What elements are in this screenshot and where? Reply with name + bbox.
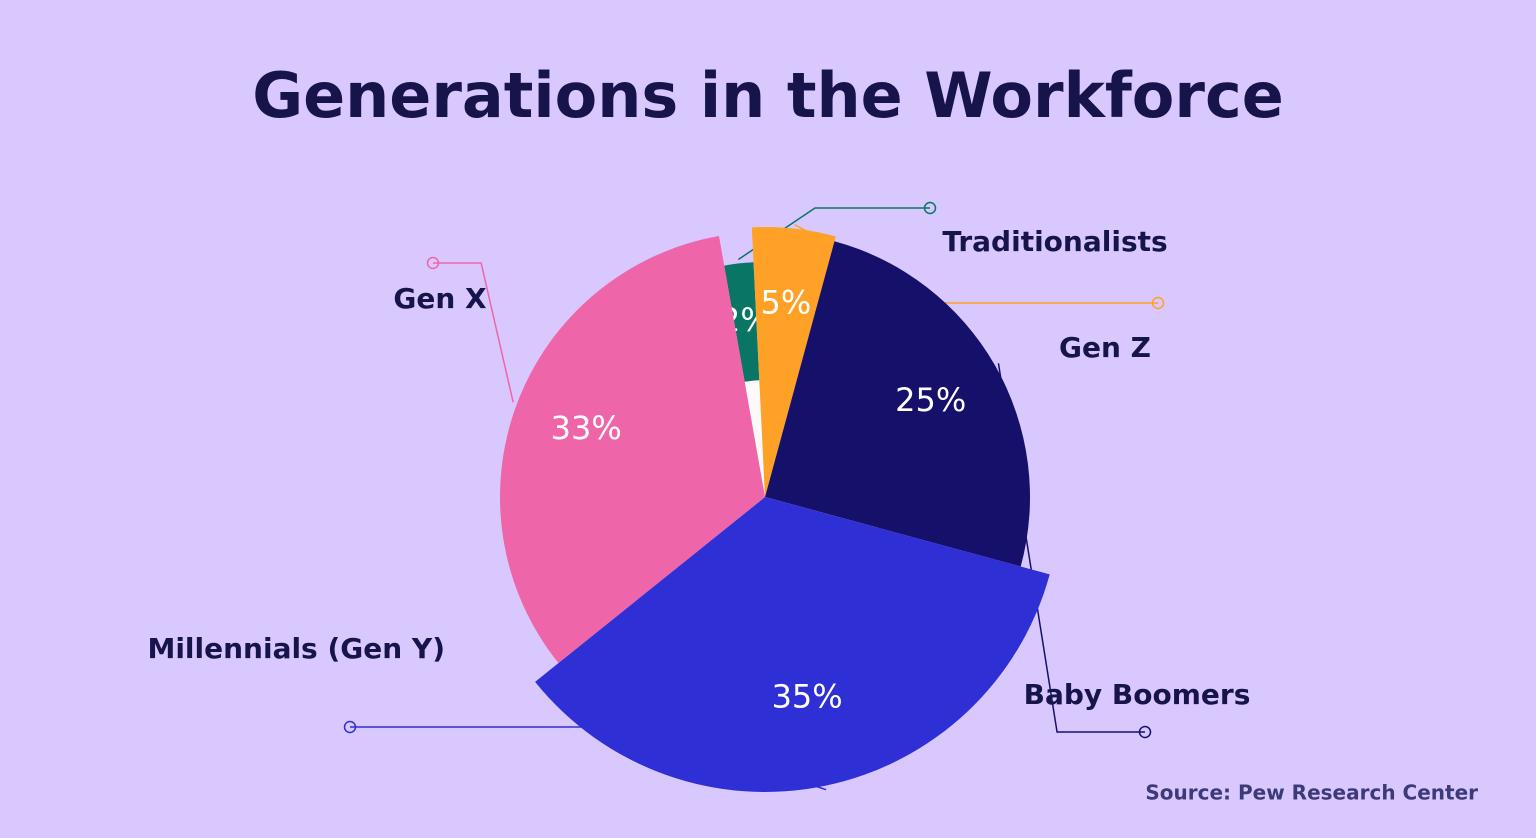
value-label: 35%	[772, 678, 843, 716]
leader-dot	[923, 201, 937, 215]
value-label: 5%	[761, 284, 812, 322]
source-note: Source: Pew Research Center	[1145, 781, 1478, 805]
legend-label: Traditionalists	[942, 225, 1167, 258]
pie-slice	[751, 227, 836, 497]
legend-label: Gen Z	[1059, 331, 1151, 364]
leader-dot	[343, 720, 357, 734]
leader-dot	[1138, 725, 1152, 739]
legend-label: Gen X	[393, 282, 487, 315]
leader-line	[350, 726, 827, 791]
value-label: 25%	[895, 381, 966, 419]
pie-slice	[765, 241, 1030, 567]
legend-label: Baby Boomers	[1024, 678, 1251, 711]
legend-label: Millennials (Gen Y)	[147, 632, 445, 665]
leader-dot	[426, 256, 440, 270]
value-label: 33%	[551, 409, 622, 447]
pie-slice	[535, 497, 1050, 792]
leader-line	[433, 262, 514, 403]
leader-dot	[1151, 296, 1165, 310]
pie-slice	[500, 236, 765, 664]
leader-line	[997, 363, 1145, 733]
chart-title: Generations in the Workforce	[252, 59, 1284, 132]
